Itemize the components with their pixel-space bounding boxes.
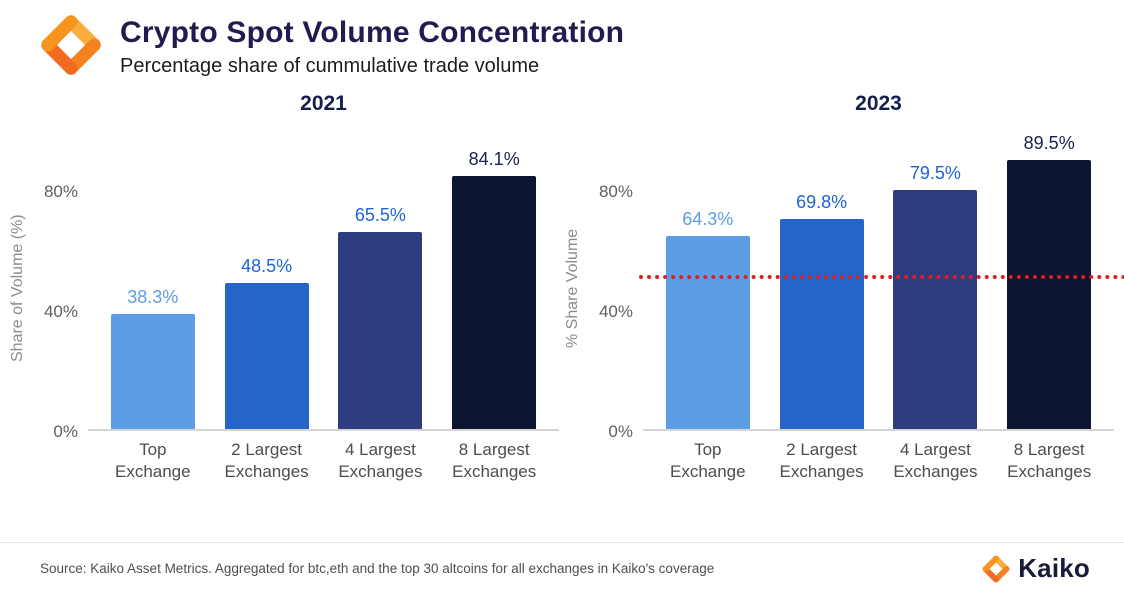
category-label: 8 Largest Exchanges — [1007, 439, 1092, 481]
x-axis-labels: Top Exchange 2 Largest Exchanges 4 Largest… — [88, 439, 559, 483]
category-label: 4 Largest Exchanges — [893, 439, 978, 481]
brand-name: Kaiko — [1018, 553, 1090, 583]
chart-title: 2023 — [855, 91, 902, 115]
bar-value-label: 84.1% — [468, 149, 520, 170]
y-axis-ticks: 0% 40% 80% — [32, 146, 88, 440]
bar-value-label: 48.5% — [241, 256, 293, 276]
bar — [779, 219, 864, 429]
plot-area: 64.3% 69.8% 79.5% 89.5% — [639, 133, 1124, 431]
bar-group: 84.1% — [445, 149, 543, 429]
bar-group: 48.5% — [218, 256, 316, 429]
bar-value-label: 89.5% — [1023, 133, 1075, 153]
bar — [893, 190, 978, 429]
chart-2021: 2021 Share of Volume (%) 0% 40% 80% 38.3% 4… — [4, 86, 559, 483]
y-axis-label: Share of Volume (%) — [9, 214, 26, 362]
category-label: Top Exchange — [114, 439, 191, 481]
x-axis-spacer — [4, 439, 88, 483]
bar-value-label: 79.5% — [909, 163, 961, 183]
y-tick-label: 40% — [598, 301, 633, 321]
bar — [338, 232, 423, 429]
bar-value-label: 38.3% — [127, 286, 179, 307]
bar — [224, 283, 309, 429]
y-axis-ticks: 0% 40% 80% — [587, 146, 643, 440]
chart-title: 2021 — [300, 91, 347, 115]
kaiko-brand: Kaiko — [982, 553, 1090, 584]
header-text: Crypto Spot Volume Concentration Percent… — [120, 14, 624, 78]
category-label: Top Exchange — [669, 439, 746, 481]
y-axis-label: % Share Volume — [564, 228, 581, 348]
bar-group: 69.8% — [773, 192, 871, 429]
source-text: Source: Kaiko Asset Metrics. Aggregated … — [40, 561, 715, 576]
chart-body: % Share Volume 0% 40% 80% 64.3% 69.8% 79.5% 8… — [559, 133, 1124, 440]
footer: Source: Kaiko Asset Metrics. Aggregated … — [0, 542, 1124, 594]
y-tick-label: 0% — [608, 421, 633, 441]
kaiko-logo-icon — [982, 555, 1010, 582]
x-axis-labels: Top Exchange 2 Largest Exchanges 4 Largest… — [643, 439, 1114, 483]
bar-value-label: 64.3% — [682, 208, 734, 229]
bar-group: 65.5% — [331, 205, 429, 429]
x-axis-labels-row: Top Exchange 2 Largest Exchanges 4 Largest… — [559, 439, 1114, 483]
category-label: 8 Largest Exchanges — [452, 439, 537, 481]
bar — [1007, 160, 1092, 429]
bar — [665, 235, 750, 429]
kaiko-logo-icon — [41, 15, 101, 75]
plot-area: 38.3% 48.5% 65.5% 84.1% — [88, 146, 559, 431]
bar-value-label: 65.5% — [354, 205, 406, 225]
page-title: Crypto Spot Volume Concentration — [120, 16, 625, 49]
chart-2023: 2023 % Share Volume 0% 40% 80% 64.3% 69.8% 7… — [559, 86, 1124, 483]
y-tick-label: 0% — [53, 421, 78, 441]
category-label: 2 Largest Exchanges — [779, 439, 864, 481]
page-subtitle: Percentage share of cummulative trade vo… — [120, 54, 540, 77]
bar-group: 79.5% — [886, 163, 984, 429]
y-tick-label: 40% — [43, 301, 78, 321]
bar-group: 89.5% — [1000, 133, 1098, 429]
bar — [452, 176, 537, 429]
y-tick-label: 80% — [43, 181, 78, 201]
x-axis-labels-row: Top Exchange 2 Largest Exchanges 4 Largest… — [4, 439, 559, 483]
bar-value-label: 69.8% — [796, 192, 848, 213]
bar — [110, 313, 195, 429]
x-axis-spacer — [559, 439, 643, 483]
category-label: 2 Largest Exchanges — [224, 439, 309, 481]
charts-row: 2021 Share of Volume (%) 0% 40% 80% 38.3% 4… — [0, 86, 1124, 483]
header: Crypto Spot Volume Concentration Percent… — [0, 0, 1124, 78]
category-label: 4 Largest Exchanges — [338, 439, 423, 481]
bar-group: 64.3% — [659, 209, 757, 429]
bar-group: 38.3% — [104, 287, 202, 429]
chart-body: Share of Volume (%) 0% 40% 80% 38.3% 48.5% 6… — [4, 146, 559, 440]
y-tick-label: 80% — [598, 181, 633, 201]
reference-line — [639, 274, 1124, 279]
